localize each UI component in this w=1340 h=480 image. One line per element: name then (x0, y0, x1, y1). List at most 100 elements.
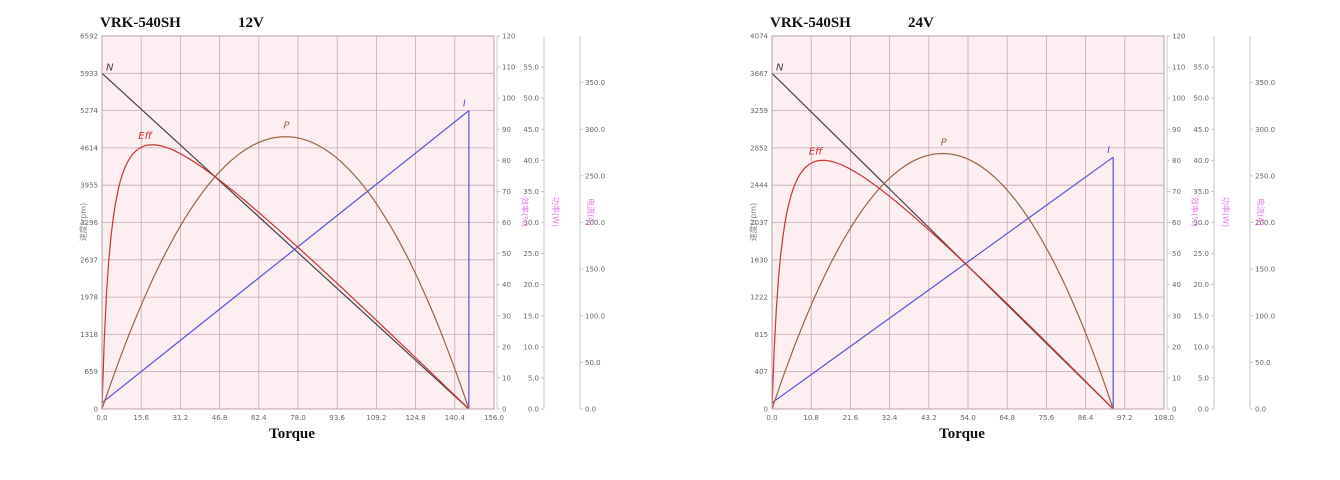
chart-1-power-tick-label: 200.0 (1255, 219, 1275, 227)
chart-0-x-axis-label: Torque (269, 426, 315, 442)
chart-1-x-tick-label: 75.6 (1039, 414, 1055, 422)
chart-1-speed-tick-label: 815 (755, 331, 768, 339)
chart-0-series-i: I (101, 99, 470, 409)
chart-0-x-tick-label: 124.8 (406, 414, 426, 422)
chart-1-series-eff: Eff (771, 146, 1114, 410)
chart-1-speed-tick-label: 2037 (750, 219, 768, 227)
chart-1-speed-tick-label: 407 (755, 368, 768, 376)
chart-0-voltage: 12V (238, 15, 264, 31)
chart-1-x-tick-label: 43.2 (921, 414, 937, 422)
chart-0-label-p: P (283, 121, 290, 132)
chart-0-power-tick-label: 100.0 (585, 312, 605, 320)
motor-chart-24v: VRK-540SH 24V 0.0 10.8 21.6 32.4 43.2 54.0 64.8 7… (748, 15, 1275, 442)
chart-1-current-tick-label: 100 (1172, 95, 1185, 103)
chart-0-eff-tick-label: 25.0 (523, 250, 539, 258)
chart-0-curve-i (101, 110, 470, 404)
chart-0-speed-tick-label: 5274 (80, 107, 98, 115)
chart-1-speed-tick-label: 1630 (750, 256, 768, 264)
chart-0-x-tick-label: 15.6 (133, 414, 149, 422)
chart-1-eff-tick-label: 35.0 (1193, 188, 1209, 196)
chart-1-eff-tick-label: 20.0 (1193, 281, 1209, 289)
chart-0-series-n: N (101, 62, 470, 410)
chart-0-current-tick-label: 30 (502, 312, 511, 320)
chart-1-current-tick-label: 40 (1172, 281, 1181, 289)
chart-0-current-tick-label: 100 (502, 95, 515, 103)
chart-1-speed-tick-label: 2852 (750, 144, 768, 152)
chart-1-eff-tick-label: 45.0 (1193, 126, 1209, 134)
chart-0-current-tick-label: 80 (502, 157, 511, 165)
chart-0-x-tick-label: 93.6 (329, 414, 345, 422)
chart-1-x-tick-label: 10.8 (803, 414, 819, 422)
chart-1-voltage: 24V (908, 15, 934, 31)
chart-1-current-tick-label: 110 (1172, 64, 1185, 72)
chart-0-power-tick-label: 350.0 (585, 79, 605, 87)
chart-0-current-tick-label: 60 (502, 219, 511, 227)
chart-0-eff-tick-label: 35.0 (523, 188, 539, 196)
chart-0-x-tick-label: 31.2 (173, 414, 189, 422)
chart-1-eff-tick-label: 0.0 (1198, 406, 1209, 414)
chart-1-series-n: N (771, 62, 1114, 410)
chart-1-eff-tick-label: 50.0 (1193, 95, 1209, 103)
chart-0-current-tick-label: 0 (502, 406, 506, 414)
chart-0-eff-tick-label: 15.0 (523, 312, 539, 320)
chart-1-eff-tick-label: 40.0 (1193, 157, 1209, 165)
chart-1-current-tick-label: 80 (1172, 157, 1181, 165)
chart-1-power-tick-label: 250.0 (1255, 172, 1275, 180)
chart-0-power-tick-label: 300.0 (585, 126, 605, 134)
chart-1-series-i: I (771, 145, 1114, 409)
chart-1-power-tick-label: 350.0 (1255, 79, 1275, 87)
chart-0-x-tick-label: 140.4 (445, 414, 466, 422)
chart-0-speed-tick-label: 0 (94, 406, 98, 414)
chart-1-current-tick-label: 60 (1172, 219, 1181, 227)
chart-0-current-tick-label: 120 (502, 33, 515, 41)
chart-0-speed-tick-label: 1318 (80, 331, 98, 339)
chart-0-speed-tick-label: 2637 (80, 256, 98, 264)
chart-0-current-tick-label: 40 (502, 281, 511, 289)
chart-0-title: VRK-540SH (100, 15, 181, 31)
chart-1-power-tick-label: 0.0 (1255, 406, 1266, 414)
chart-1-x-tick-label: 0.0 (766, 414, 777, 422)
chart-1-right-axis-title: 效率(%) (1190, 197, 1200, 227)
chart-0-power-tick-label: 150.0 (585, 266, 605, 274)
chart-1-current-tick-label: 70 (1172, 188, 1181, 196)
chart-1-power-tick-label: 300.0 (1255, 126, 1275, 134)
chart-1-eff-tick-label: 25.0 (1193, 250, 1209, 258)
chart-1-current-tick-label: 50 (1172, 250, 1181, 258)
chart-0-speed-tick-label: 1978 (80, 294, 98, 302)
chart-0-current-tick-label: 90 (502, 126, 511, 134)
chart-0-curve-p (101, 136, 470, 410)
chart-1-plot-frame (771, 35, 1165, 410)
chart-0-speed-tick-label: 659 (85, 368, 98, 376)
chart-1-power-tick-label: 150.0 (1255, 266, 1275, 274)
chart-1-speed-tick-label: 1222 (750, 294, 768, 302)
chart-1-speed-tick-label: 4074 (750, 33, 768, 41)
chart-0-speed-tick-label: 4614 (80, 144, 98, 152)
chart-0-x-tick-label: 0.0 (96, 414, 107, 422)
chart-1-right-axis-title: 电流(A) (1256, 198, 1266, 226)
chart-1-x-tick-label: 21.6 (843, 414, 859, 422)
chart-0-eff-tick-label: 0.0 (528, 406, 539, 414)
chart-0-speed-tick-label: 6592 (80, 33, 98, 41)
chart-0-speed-tick-label: 3955 (80, 182, 98, 190)
chart-1-current-tick-label: 120 (1172, 33, 1185, 41)
chart-0-current-tick-label: 20 (502, 343, 511, 351)
chart-1-series-p: P (771, 137, 1114, 410)
chart-0-x-tick-label: 62.4 (251, 414, 267, 422)
chart-1-x-tick-label: 64.8 (999, 414, 1015, 422)
chart-1-current-tick-label: 90 (1172, 126, 1181, 134)
chart-1-eff-tick-label: 10.0 (1193, 343, 1209, 351)
chart-0-eff-tick-label: 55.0 (523, 64, 539, 72)
chart-1-label-i: I (1107, 145, 1110, 156)
chart-1-power-tick-label: 100.0 (1255, 312, 1275, 320)
chart-1-label-p: P (941, 137, 948, 148)
chart-0-power-tick-label: 0.0 (585, 406, 596, 414)
chart-1-x-tick-label: 97.2 (1117, 414, 1133, 422)
chart-0-series-eff: Eff (101, 131, 470, 410)
chart-0-eff-tick-label: 45.0 (523, 126, 539, 134)
chart-0-series-p: P (101, 121, 470, 410)
chart-1-label-eff: Eff (809, 146, 824, 157)
chart-0-speed-axis-title: 速度(rpm) (78, 203, 88, 241)
chart-0-current-tick-label: 70 (502, 188, 511, 196)
chart-1-right-axis-title: 功率(W) (1221, 197, 1231, 227)
chart-1-curve-p (771, 152, 1114, 410)
